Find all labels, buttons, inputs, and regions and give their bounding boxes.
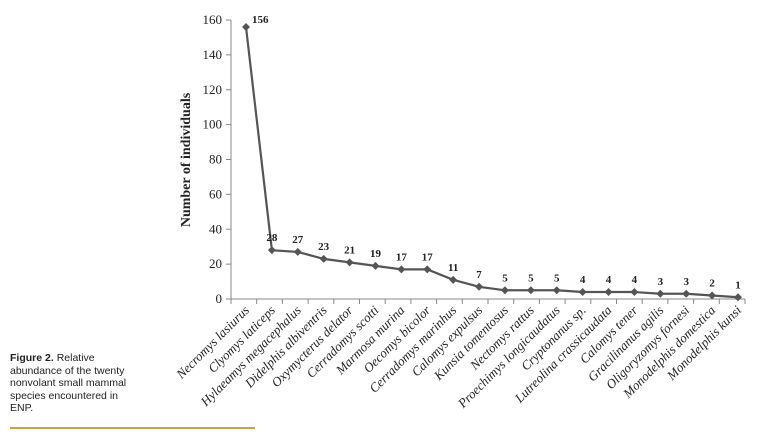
y-tick-label: 40: [209, 221, 222, 236]
data-label: 2: [709, 278, 715, 290]
data-label: 4: [606, 274, 612, 286]
data-point-marker: [397, 265, 406, 274]
data-label: 11: [448, 262, 458, 274]
data-label: 4: [632, 274, 638, 286]
data-label: 17: [422, 251, 434, 263]
data-label: 19: [370, 248, 382, 260]
data-point-marker: [526, 286, 535, 295]
data-label: 3: [683, 276, 689, 288]
caption-divider: [10, 427, 255, 429]
y-ticks: 0 20 40 60 80 100 120 140 160: [203, 12, 231, 306]
axes: [230, 20, 746, 304]
data-label: 7: [476, 269, 482, 281]
data-label: 5: [502, 272, 508, 284]
data-point-marker: [578, 288, 587, 297]
data-label: 28: [266, 232, 278, 244]
y-tick-label: 20: [209, 256, 222, 271]
data-point-marker: [267, 246, 276, 255]
y-tick-label: 60: [209, 186, 222, 201]
y-tick-label: 0: [216, 291, 223, 306]
data-point-marker: [552, 286, 561, 295]
data-point-marker: [293, 247, 302, 256]
data-label: 27: [292, 234, 304, 246]
data-label: 17: [396, 251, 408, 263]
data-point-marker: [630, 288, 639, 297]
data-label: 3: [658, 276, 664, 288]
y-tick-label: 80: [209, 152, 222, 167]
data-point-marker: [604, 288, 613, 297]
y-tick-label: 100: [203, 117, 223, 132]
y-axis-title: Number of individuals: [179, 92, 194, 227]
data-label: 5: [554, 272, 560, 284]
data-point-marker: [319, 254, 328, 263]
data-point-marker: [242, 22, 250, 31]
data-point-marker: [449, 275, 458, 284]
data-point-marker: [656, 289, 665, 298]
data-point-marker: [734, 293, 742, 302]
series-polyline: [244, 26, 739, 299]
caption-text: Relative abundance of the twenty nonvola…: [10, 352, 127, 414]
data-label: 1: [735, 279, 741, 291]
data-label: 23: [318, 241, 330, 253]
data-point-marker: [345, 258, 354, 267]
y-tick-label: 160: [203, 12, 223, 27]
series-line: [242, 22, 742, 302]
data-point-marker: [500, 286, 509, 295]
data-point-marker: [682, 289, 691, 298]
data-point-marker: [423, 265, 432, 274]
data-label: 21: [344, 244, 355, 256]
figure-label: Figure 2.: [10, 352, 54, 364]
data-point-marker: [475, 282, 484, 291]
data-point-marker: [708, 291, 717, 300]
data-label: 5: [528, 272, 534, 284]
data-label: 4: [580, 274, 586, 286]
y-tick-label: 140: [203, 47, 223, 62]
y-tick-label: 120: [203, 82, 223, 97]
figure-caption: Figure 2. Relative abundance of the twen…: [10, 352, 142, 415]
data-point-marker: [371, 261, 380, 270]
data-label: 156: [252, 14, 269, 26]
